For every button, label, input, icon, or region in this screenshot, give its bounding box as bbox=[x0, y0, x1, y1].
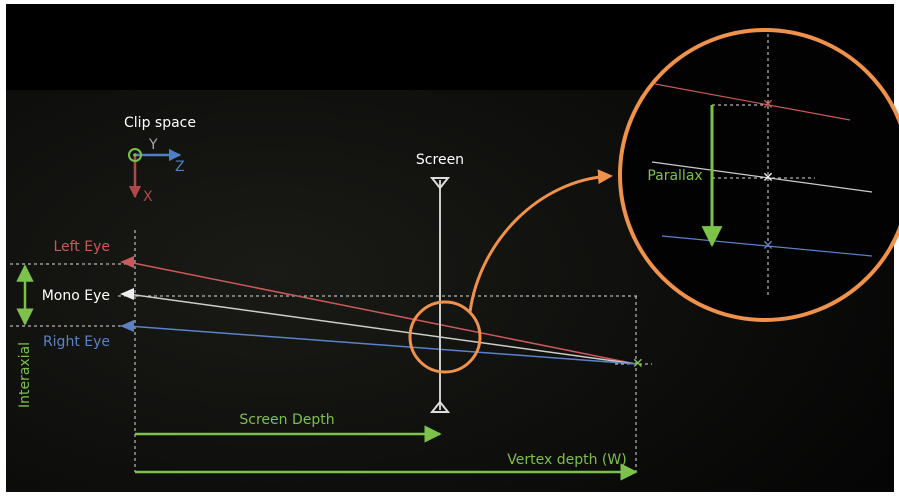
zoom-mono-ray bbox=[651, 161, 873, 193]
left-eye-label: Left Eye bbox=[53, 239, 110, 255]
zoom-right-ray bbox=[661, 235, 873, 257]
vertex-mark: ✕ bbox=[632, 356, 644, 372]
right-eye-label: Right Eye bbox=[43, 334, 110, 350]
right-cross: ✕ bbox=[762, 238, 774, 254]
left-eye bbox=[120, 256, 134, 268]
screen-label: Screen bbox=[416, 152, 464, 168]
right-eye-ray bbox=[127, 325, 637, 365]
mono-eye bbox=[120, 288, 134, 300]
clip-space-icon bbox=[128, 148, 182, 199]
interaxial-label: Interaxial bbox=[17, 342, 33, 408]
mono-eye-ray bbox=[127, 293, 637, 365]
left-eye-ray bbox=[127, 261, 637, 365]
zoom-left-ray bbox=[654, 83, 851, 121]
clip-space-title: Clip space bbox=[124, 115, 196, 131]
mono-cross: ✕ bbox=[762, 170, 774, 186]
parallax-label: Parallax bbox=[647, 168, 702, 184]
axis-x-label: X bbox=[143, 189, 153, 205]
axis-y-label: Y bbox=[148, 137, 158, 153]
screen-bottom bbox=[429, 400, 451, 413]
left-cross: ✕ bbox=[762, 97, 774, 113]
zoom-large bbox=[618, 28, 899, 322]
axis-z-label: Z bbox=[175, 159, 185, 175]
guide-lines bbox=[10, 230, 652, 472]
zoom-connector bbox=[468, 169, 613, 313]
screen-depth-label: Screen Depth bbox=[239, 412, 334, 428]
screen-top bbox=[429, 177, 451, 190]
right-eye bbox=[120, 320, 134, 332]
vertex-depth-label: Vertex depth (W) bbox=[507, 452, 626, 468]
zoom-small bbox=[408, 300, 482, 374]
mono-eye-label: Mono Eye bbox=[42, 288, 110, 304]
